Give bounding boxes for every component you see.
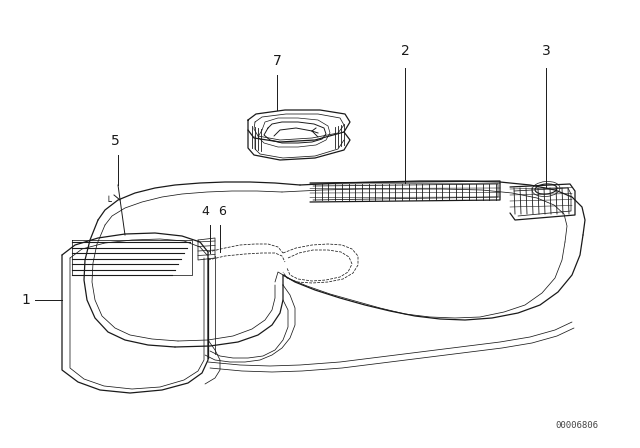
- Text: └: └: [105, 197, 111, 207]
- Text: 00006806: 00006806: [555, 421, 598, 430]
- Text: 2: 2: [401, 44, 410, 58]
- Text: 5: 5: [111, 134, 120, 148]
- Text: 4: 4: [201, 205, 209, 218]
- Text: 7: 7: [273, 54, 282, 68]
- Text: 6: 6: [218, 205, 226, 218]
- Text: 3: 3: [541, 44, 550, 58]
- Text: 1: 1: [21, 293, 30, 307]
